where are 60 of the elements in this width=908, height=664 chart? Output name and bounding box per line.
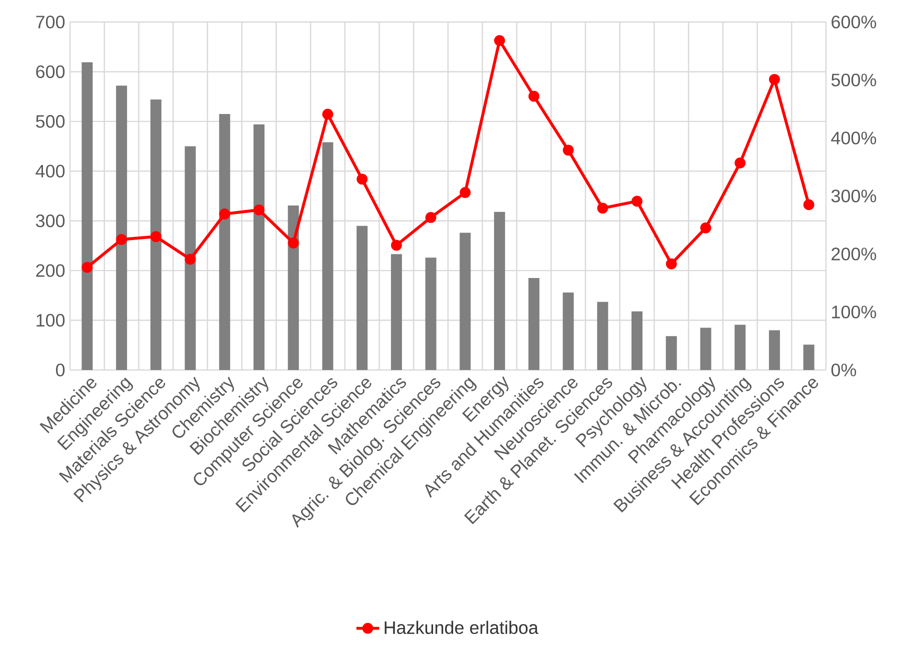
point [288, 238, 299, 248]
bar [768, 330, 780, 370]
y2-tick-label: 500% [831, 74, 876, 86]
bar [116, 86, 128, 370]
point [460, 187, 471, 198]
y-tick-label: 400 [36, 164, 65, 178]
point [666, 258, 677, 270]
y2-tick-label: 0% [831, 364, 856, 376]
y-tick-label: 100 [36, 314, 65, 327]
bar [288, 205, 299, 370]
y2-tick-label: 300% [831, 190, 876, 202]
y-tick-label: 700 [36, 16, 65, 28]
bar [562, 292, 574, 370]
bar [425, 258, 436, 370]
bar [460, 232, 471, 370]
point [597, 202, 608, 214]
bar [254, 124, 265, 370]
bar [803, 344, 814, 370]
bar [528, 278, 540, 370]
y2-tick-label: 400% [831, 132, 876, 144]
y-tick-label: 200 [36, 264, 65, 277]
bar [184, 146, 196, 370]
point [734, 157, 746, 168]
y-tick-label: 300 [36, 214, 65, 228]
bar [666, 336, 677, 370]
point [425, 212, 436, 223]
point [356, 174, 368, 185]
point [219, 208, 230, 220]
y2-tick-label: 100% [832, 306, 876, 318]
y-tick-label: 500 [36, 115, 65, 128]
y2-tick-label: 600% [832, 16, 876, 28]
bar [82, 62, 93, 370]
bar [322, 142, 334, 370]
bar [356, 226, 368, 370]
bar [734, 324, 746, 370]
point [494, 35, 506, 46]
bar [494, 212, 506, 370]
y-tick-label: 600 [36, 65, 65, 78]
bar [390, 254, 402, 370]
point [116, 234, 128, 245]
point [254, 204, 264, 216]
point [184, 254, 196, 265]
y2-tick-label: 200% [832, 248, 876, 260]
point [768, 74, 780, 85]
bar [597, 302, 608, 370]
bar [150, 100, 162, 370]
bar [632, 311, 642, 370]
point [700, 222, 712, 234]
point [562, 144, 574, 156]
bar [219, 114, 230, 370]
point [322, 108, 334, 120]
point [390, 240, 402, 251]
point [150, 231, 162, 242]
bar [700, 328, 712, 370]
y-tick-label: 0 [56, 364, 65, 376]
point [82, 262, 93, 273]
point [528, 90, 540, 102]
point [632, 196, 642, 207]
legend-label: Hazkunde erlatiboa [384, 620, 538, 634]
point [803, 199, 814, 210]
